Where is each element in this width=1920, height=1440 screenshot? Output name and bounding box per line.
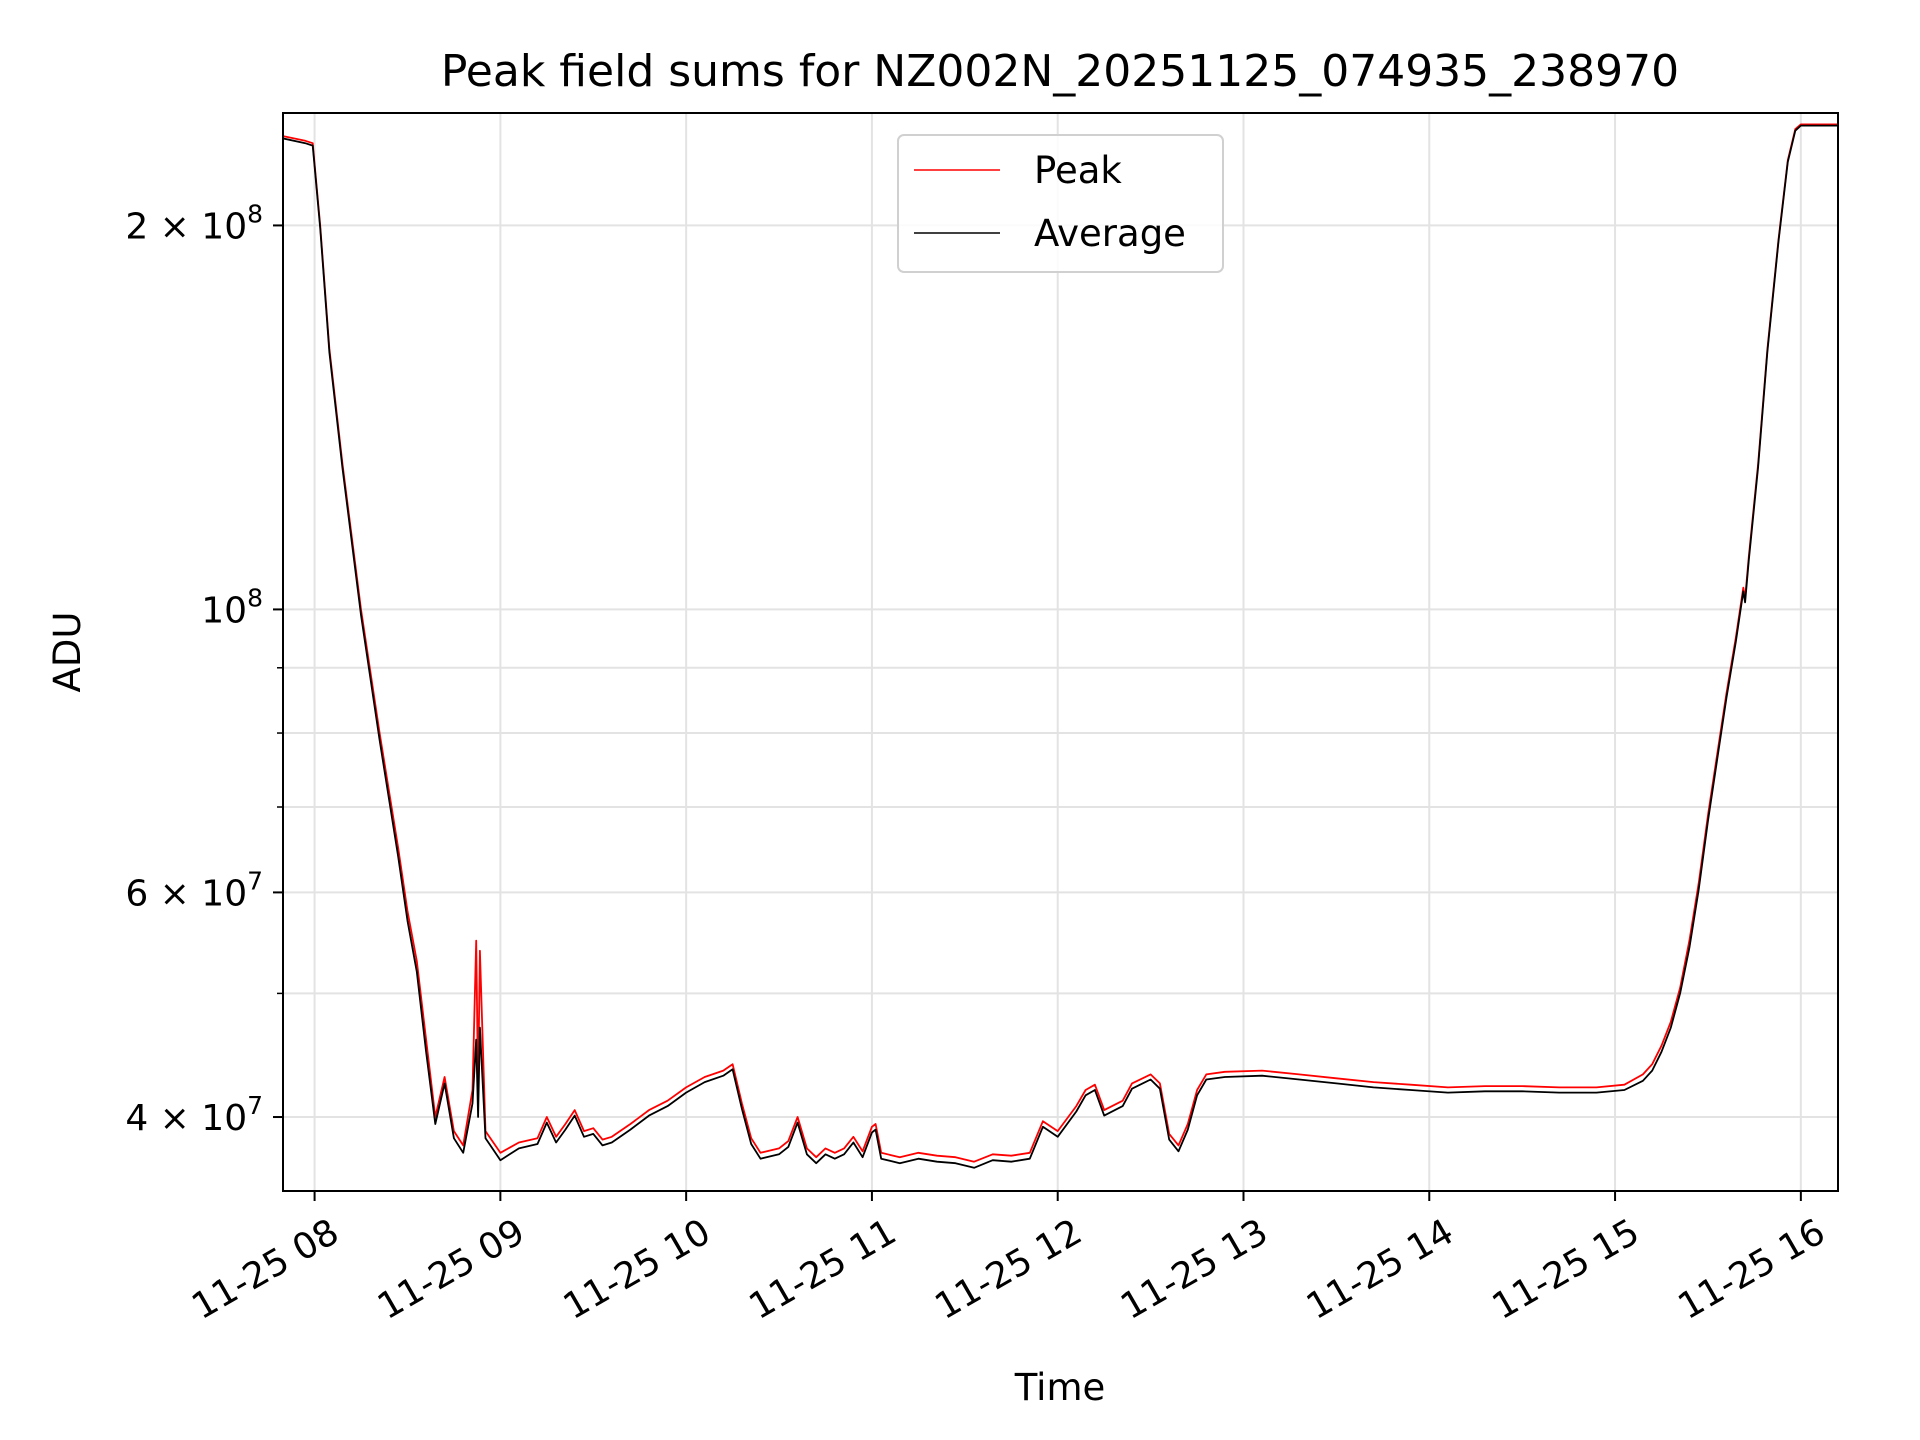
y-tick-exponent: 7 — [247, 866, 263, 895]
y-tick-exponent: 8 — [247, 583, 263, 612]
legend: Peak Average — [897, 134, 1224, 273]
y-tick-mantissa: 6 × 10 — [125, 873, 247, 914]
legend-peak-label: Peak — [1034, 149, 1122, 192]
chart-title: Peak field sums for NZ002N_20251125_0749… — [441, 46, 1679, 97]
y-axis-label: ADU — [46, 612, 89, 693]
y-tick-label: 2 × 108 — [125, 199, 263, 247]
y-tick-mantissa: 10 — [201, 590, 247, 631]
y-tick-mantissa: 2 × 10 — [125, 206, 247, 247]
grid — [283, 113, 1838, 1191]
plot-frame — [282, 112, 1839, 1192]
x-axis-label: Time — [1014, 1366, 1106, 1409]
y-tick-exponent: 8 — [247, 199, 263, 228]
y-tick-label: 6 × 107 — [125, 866, 263, 914]
y-tick-label: 4 × 107 — [125, 1091, 263, 1139]
y-tick-label: 108 — [201, 583, 263, 631]
series-line-average — [283, 124, 1838, 1169]
series-layer — [283, 123, 1838, 1169]
y-tick-exponent: 7 — [247, 1091, 263, 1120]
legend-average-label: Average — [1034, 212, 1186, 255]
y-tick-mantissa: 4 × 10 — [125, 1098, 247, 1139]
